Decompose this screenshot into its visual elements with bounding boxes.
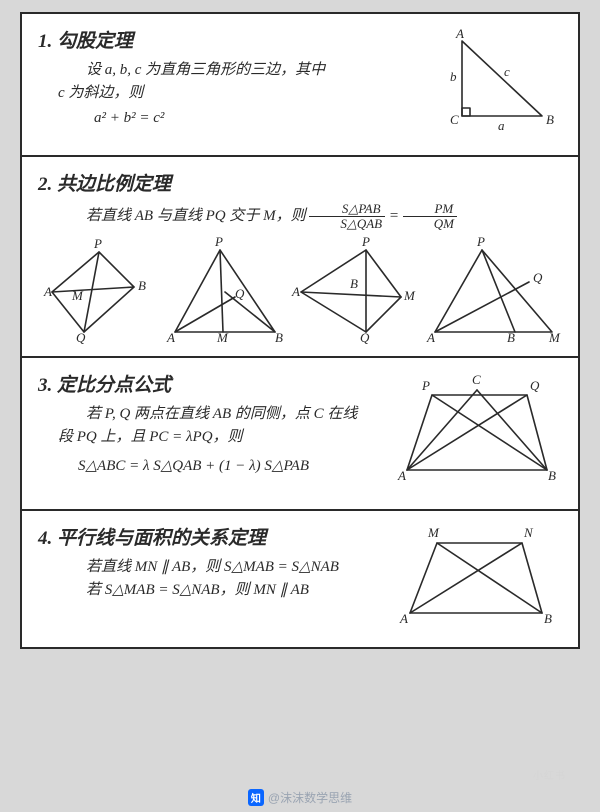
svg-text:B: B [138, 278, 146, 293]
svg-text:A: A [291, 284, 300, 299]
section-1-formula: a² + b² = c² [38, 110, 442, 127]
section-3-title: 3. 定比分点公式 [38, 370, 392, 397]
svg-text:B: B [548, 468, 556, 483]
section-4-line2: 若 S△MAB = S△NAB，则 MN ∥ AB [38, 579, 392, 602]
notes-page: 1. 勾股定理 设 a, b, c 为直角三角形的三边，其中 c 为斜边，则 a… [20, 12, 580, 649]
section-3-line1: 若 P, Q 两点在直线 AB 的同侧，点 C 在线 [38, 403, 392, 426]
section-1-text: 1. 勾股定理 设 a, b, c 为直角三角形的三边，其中 c 为斜边，则 a… [38, 26, 442, 141]
sec2-fig-b: A B P Q M [165, 242, 285, 342]
section-2-line1: 若直线 AB 与直线 PQ 交于 M，则 [86, 208, 309, 224]
svg-text:b: b [450, 69, 457, 84]
svg-text:M: M [548, 330, 561, 345]
section-4-title: 4. 平行线与面积的关系定理 [38, 523, 392, 550]
svg-text:N: N [523, 525, 534, 540]
sec2-fig-d: A B P Q M [427, 242, 557, 342]
svg-text:a: a [498, 118, 505, 133]
section-2-figures: A B P Q M A B P Q M [38, 242, 562, 342]
section-3-text: 3. 定比分点公式 若 P, Q 两点在直线 AB 的同侧，点 C 在线 段 P… [38, 370, 392, 495]
svg-text:B: B [507, 330, 515, 345]
equals-sign: = [389, 208, 403, 224]
svg-text:Q: Q [360, 330, 370, 345]
svg-text:A: A [397, 468, 406, 483]
svg-text:P: P [93, 236, 102, 251]
section-2-title: 2. 共边比例定理 [38, 169, 562, 196]
svg-text:B: B [350, 276, 358, 291]
svg-text:Q: Q [530, 378, 540, 393]
section-1-title: 1. 勾股定理 [38, 26, 442, 53]
svg-text:A: A [399, 611, 408, 626]
section-1: 1. 勾股定理 设 a, b, c 为直角三角形的三边，其中 c 为斜边，则 a… [22, 14, 578, 157]
section-2-statement: 若直线 AB 与直线 PQ 交于 M，则 S△PAB S△QAB = PM QM [38, 202, 562, 232]
section-4: 4. 平行线与面积的关系定理 若直线 MN ∥ AB，则 S△MAB = S△N… [22, 511, 578, 647]
sec3-fig: A B P Q C [392, 370, 562, 490]
fraction-1: S△PAB S△QAB [309, 202, 385, 232]
watermark-text: 小红书 [533, 767, 566, 782]
svg-text:Q: Q [533, 270, 543, 285]
svg-text:Q: Q [235, 286, 245, 301]
credit-text: @沫沫数学思维 [268, 791, 352, 805]
fraction-2: PM QM [403, 202, 457, 232]
svg-text:C: C [472, 372, 481, 387]
section-2: 2. 共边比例定理 若直线 AB 与直线 PQ 交于 M，则 S△PAB S△Q… [22, 157, 578, 358]
svg-text:P: P [361, 234, 370, 249]
svg-text:B: B [546, 112, 554, 127]
svg-text:A: A [43, 284, 52, 299]
section-1-line1: 设 a, b, c 为直角三角形的三边，其中 [38, 59, 442, 82]
section-4-line1: 若直线 MN ∥ AB，则 S△MAB = S△NAB [38, 556, 392, 579]
svg-text:B: B [544, 611, 552, 626]
svg-text:A: A [426, 330, 435, 345]
section-1-line2: c 为斜边，则 [38, 82, 442, 105]
svg-text:C: C [450, 112, 459, 127]
svg-text:A: A [166, 330, 175, 345]
sec2-fig-c: A B P Q M [296, 242, 416, 342]
svg-text:P: P [214, 234, 223, 249]
section-3-formula: S△ABC = λ S△QAB + (1 − λ) S△PAB [38, 455, 392, 478]
svg-text:P: P [421, 378, 430, 393]
svg-text:Q: Q [76, 330, 86, 345]
credit-line: 知 @沫沫数学思维 [0, 789, 600, 806]
zhihu-icon: 知 [248, 789, 264, 806]
svg-text:M: M [403, 288, 416, 303]
svg-text:M: M [216, 330, 229, 345]
svg-text:A: A [455, 26, 464, 41]
section-4-text: 4. 平行线与面积的关系定理 若直线 MN ∥ AB，则 S△MAB = S△N… [38, 523, 392, 633]
svg-text:M: M [71, 288, 84, 303]
section-3-line2: 段 PQ 上，且 PC = λPQ，则 [38, 426, 392, 449]
section-3-figure: A B P Q C [392, 370, 562, 495]
right-triangle-icon: A C B b a c [442, 26, 562, 136]
svg-text:B: B [275, 330, 283, 345]
svg-text:M: M [427, 525, 440, 540]
section-3: 3. 定比分点公式 若 P, Q 两点在直线 AB 的同侧，点 C 在线 段 P… [22, 358, 578, 511]
section-4-figure: A B M N [392, 523, 562, 633]
svg-text:P: P [476, 234, 485, 249]
svg-text:c: c [504, 64, 510, 79]
section-1-figure: A C B b a c [442, 26, 562, 141]
sec4-fig: A B M N [392, 523, 562, 628]
sec2-fig-a: A B P Q M [44, 242, 154, 342]
